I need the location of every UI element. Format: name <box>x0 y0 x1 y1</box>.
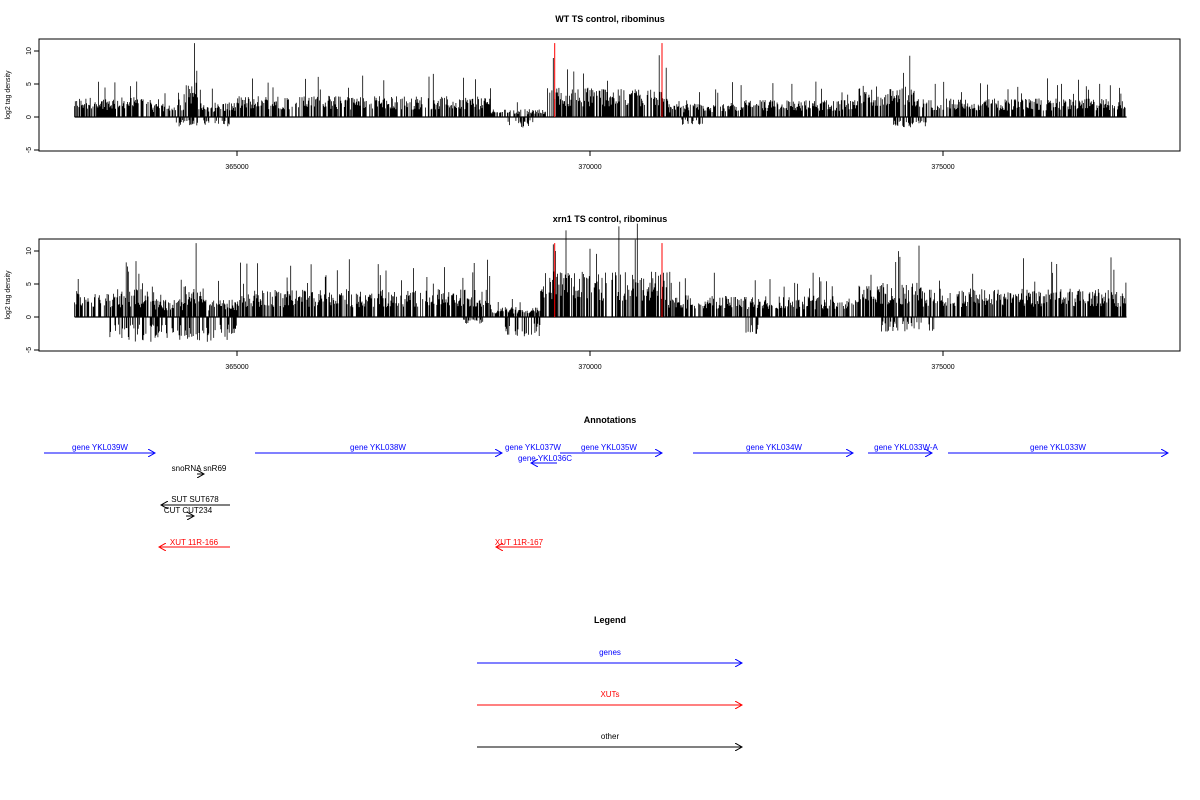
panel-wt: WT TS control, ribominus log2 tag densit… <box>5 14 1181 171</box>
y-axis-label: log2 tag density <box>5 270 12 320</box>
legend-label: other <box>601 732 620 741</box>
annotation-feature: gene YKL036C <box>518 454 572 463</box>
panel-xrn1: xrn1 TS control, ribominus log2 tag dens… <box>5 214 1181 371</box>
x-tick-label: 375000 <box>931 164 954 171</box>
annotation-label: SUT SUT678 <box>171 495 219 504</box>
annotation-label: gene YKL039W <box>72 443 128 452</box>
legend-label: genes <box>599 648 621 657</box>
annotation-label: gene YKL033W-A <box>874 443 938 452</box>
legend: genes XUTs other <box>477 648 742 747</box>
legend-title: Legend <box>594 615 626 625</box>
legend-item: other <box>477 732 742 747</box>
x-tick-label: 370000 <box>578 364 601 371</box>
x-tick-label: 365000 <box>225 364 248 371</box>
annotation-feature: gene YKL039W <box>44 443 155 453</box>
annotation-label: gene YKL038W <box>350 443 406 452</box>
annotation-label: snoRNA snR69 <box>172 464 227 473</box>
annotation-feature: XUT 11R-166 <box>159 538 230 547</box>
y-tick-label: 5 <box>26 282 33 286</box>
annotation-label: gene YKL037W <box>505 443 561 452</box>
signal-bar-path <box>74 223 1127 342</box>
annotation-label: gene YKL036C <box>518 454 572 463</box>
plot-frame <box>38 38 1181 152</box>
y-axis: -5 0 5 10 <box>26 47 40 153</box>
legend-item: genes <box>477 648 742 663</box>
y-tick-label: 0 <box>26 115 33 119</box>
annotation-feature: snoRNA snR69 <box>172 464 227 474</box>
red-marker-lines <box>554 243 663 317</box>
annotation-feature: gene YKL037W <box>505 443 561 452</box>
annotation-label: CUT CUT234 <box>164 506 213 515</box>
y-tick-label: 5 <box>26 82 33 86</box>
legend-label: XUTs <box>600 690 619 699</box>
y-tick-label: 10 <box>26 247 33 255</box>
red-marker-lines <box>554 43 663 117</box>
annotation-feature: CUT CUT234 <box>164 506 213 516</box>
annotation-label: gene YKL034W <box>746 443 802 452</box>
annotations-title: Annotations <box>584 415 637 425</box>
y-tick-label: -5 <box>26 347 33 353</box>
signal-bars <box>74 223 1127 342</box>
annotation-label: gene YKL035W <box>581 443 637 452</box>
x-axis: 365000 370000 375000 <box>225 350 955 371</box>
x-tick-label: 370000 <box>578 164 601 171</box>
x-tick-label: 365000 <box>225 164 248 171</box>
plot-frame <box>38 238 1181 352</box>
annotation-feature: XUT 11R-167 <box>495 538 544 547</box>
annotation-feature: gene YKL033W-A <box>868 443 939 453</box>
y-tick-label: 10 <box>26 47 33 55</box>
annotation-label: XUT 11R-167 <box>495 538 544 547</box>
annotation-feature: SUT SUT678 <box>161 495 230 505</box>
annotation-label: XUT 11R-166 <box>170 538 219 547</box>
annotation-tracks: gene YKL039W gene YKL038W gene YKL037W gene… <box>44 443 1168 547</box>
x-axis: 365000 370000 375000 <box>225 150 955 171</box>
signal-bar-path <box>74 43 1126 128</box>
x-tick-label: 375000 <box>931 364 954 371</box>
y-tick-label: -5 <box>26 147 33 153</box>
y-axis-label: log2 tag density <box>5 70 12 120</box>
legend-item: XUTs <box>477 690 742 705</box>
y-tick-label: 0 <box>26 315 33 319</box>
y-axis: -5 0 5 10 <box>26 247 40 353</box>
annotation-feature: gene YKL038W <box>255 443 502 453</box>
signal-bars <box>74 43 1127 128</box>
panel-title: WT TS control, ribominus <box>555 14 665 24</box>
annotation-label: gene YKL033W <box>1030 443 1086 452</box>
annotation-feature: gene YKL035W <box>560 443 662 453</box>
annotation-feature: gene YKL034W <box>693 443 853 453</box>
panel-title: xrn1 TS control, ribominus <box>553 214 668 224</box>
annotation-feature: gene YKL033W <box>948 443 1168 453</box>
